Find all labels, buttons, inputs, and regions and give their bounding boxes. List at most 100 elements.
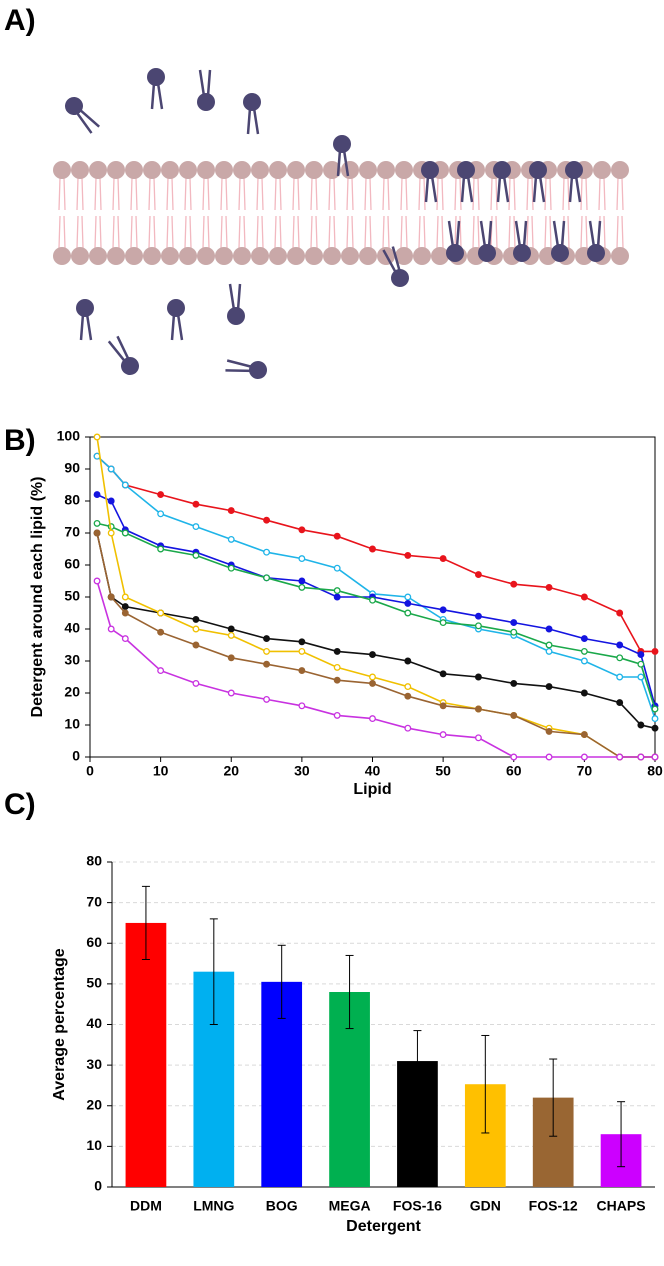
lipid-head bbox=[251, 247, 269, 265]
point bbox=[651, 753, 659, 761]
lipid-tail bbox=[580, 215, 583, 249]
lipid-tail bbox=[58, 215, 61, 249]
y-tick-label: 0 bbox=[94, 1178, 102, 1194]
point bbox=[474, 734, 482, 742]
lipid-tail bbox=[585, 177, 588, 211]
detergent-head bbox=[493, 161, 511, 179]
x-tick-label: MEGA bbox=[329, 1198, 371, 1214]
detergent-tail bbox=[568, 175, 582, 203]
point bbox=[439, 619, 447, 627]
lipid-tail bbox=[256, 215, 259, 249]
point bbox=[192, 625, 200, 633]
lipid-tail bbox=[472, 177, 475, 211]
point bbox=[192, 500, 200, 508]
point bbox=[192, 679, 200, 687]
point bbox=[580, 635, 588, 643]
lipid-head bbox=[71, 161, 89, 179]
point bbox=[404, 683, 412, 691]
lipid-tail bbox=[328, 177, 331, 211]
y-tick-label: 80 bbox=[86, 853, 102, 869]
lipid-tail bbox=[130, 215, 133, 249]
error-bar bbox=[413, 1030, 422, 1093]
point bbox=[227, 564, 235, 572]
point bbox=[333, 587, 341, 595]
detergent-head bbox=[249, 361, 267, 379]
lipid-tail bbox=[400, 177, 403, 211]
lipid-tail bbox=[274, 177, 277, 211]
detergent bbox=[65, 97, 100, 134]
lipid-tail bbox=[621, 177, 624, 211]
lipid-tail bbox=[315, 177, 318, 211]
lipid-tail bbox=[225, 215, 228, 249]
x-tick-label: GDN bbox=[470, 1198, 501, 1214]
series-line bbox=[96, 532, 656, 729]
point bbox=[333, 647, 341, 655]
lipid-tail bbox=[495, 177, 498, 211]
point bbox=[404, 609, 412, 617]
lipid-tail bbox=[405, 215, 408, 249]
point bbox=[107, 529, 115, 537]
x-tick-label: CHAPS bbox=[597, 1198, 646, 1214]
lipid-head bbox=[413, 247, 431, 265]
point bbox=[192, 551, 200, 559]
x-axis-title: Lipid bbox=[353, 781, 391, 798]
lipid-head bbox=[125, 247, 143, 265]
lipid-head bbox=[197, 161, 215, 179]
lipid-tail bbox=[549, 215, 552, 249]
detergent-head bbox=[333, 135, 351, 153]
lipid-tail bbox=[202, 215, 205, 249]
point bbox=[404, 692, 412, 700]
detergent-tail bbox=[424, 175, 438, 203]
lipid-tail bbox=[549, 177, 552, 211]
point bbox=[510, 580, 518, 588]
y-axis-title: Detergent around each lipid (%) bbox=[29, 477, 46, 718]
point bbox=[369, 715, 376, 723]
detergent bbox=[333, 135, 351, 177]
lipid-tail bbox=[238, 215, 241, 249]
lipid-tail bbox=[526, 215, 529, 249]
error-bar bbox=[141, 885, 150, 960]
detergent bbox=[478, 220, 496, 262]
detergent-tail bbox=[336, 149, 350, 177]
point bbox=[298, 638, 306, 646]
lipid-tail bbox=[544, 177, 547, 211]
point bbox=[474, 571, 482, 579]
point bbox=[545, 647, 553, 655]
point bbox=[192, 615, 200, 623]
point bbox=[93, 491, 101, 499]
lipid-head bbox=[395, 247, 413, 265]
point bbox=[651, 715, 659, 723]
detergent-head bbox=[167, 299, 185, 317]
lipid-tail bbox=[382, 215, 385, 249]
lipid-head bbox=[395, 161, 413, 179]
lipid-tail bbox=[436, 177, 439, 211]
lipid-tail bbox=[567, 215, 570, 249]
point bbox=[580, 657, 588, 665]
lipid-tail bbox=[279, 177, 282, 211]
point bbox=[545, 583, 553, 591]
point bbox=[404, 724, 412, 732]
point bbox=[369, 651, 376, 659]
lipid-tail bbox=[81, 177, 84, 211]
lipid-tail bbox=[328, 215, 331, 249]
point bbox=[121, 603, 129, 611]
lipid-tail bbox=[616, 177, 619, 211]
detergent bbox=[493, 161, 511, 203]
point bbox=[580, 593, 588, 601]
lipid-tail bbox=[441, 215, 444, 249]
detergent-tail bbox=[246, 107, 260, 135]
lipid-tail bbox=[459, 215, 462, 249]
x-tick-label: DDM bbox=[130, 1198, 162, 1214]
lipid-tail bbox=[490, 177, 493, 211]
detergent bbox=[551, 220, 569, 262]
x-tick-label: 40 bbox=[365, 763, 381, 779]
point bbox=[93, 519, 101, 527]
point bbox=[369, 596, 376, 604]
lipid-tail bbox=[220, 177, 223, 211]
point bbox=[616, 753, 624, 761]
y-tick-label: 60 bbox=[86, 934, 102, 950]
lipid-tail bbox=[256, 177, 259, 211]
lipid-tail bbox=[585, 215, 588, 249]
lipid-tail bbox=[171, 215, 174, 249]
